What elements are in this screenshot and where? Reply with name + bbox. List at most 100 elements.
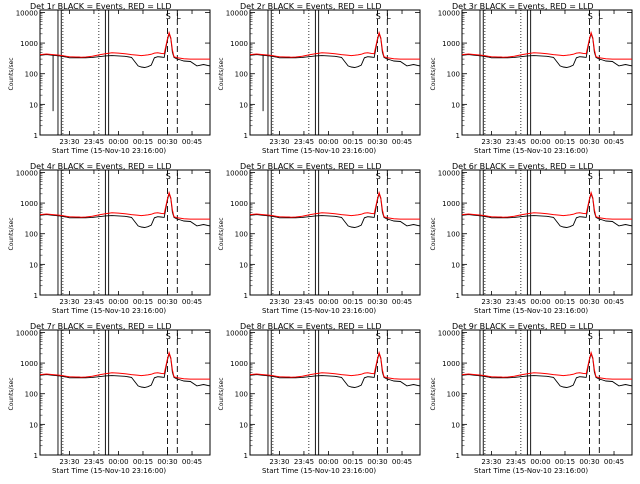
y-tick-label: 1000 bbox=[20, 360, 38, 368]
lld-series-line bbox=[39, 30, 210, 60]
x-tick-label: 23:30 bbox=[269, 298, 289, 306]
lld-series-line bbox=[39, 190, 210, 220]
y-tick-label: 100 bbox=[25, 391, 38, 399]
events-series-line bbox=[39, 352, 211, 388]
y-tick-label: 10 bbox=[29, 421, 38, 429]
panel-det-7: Det 7r BLACK = Events, RED = LLD Counts/s… bbox=[8, 322, 211, 475]
y-axis-label: Counts/sec bbox=[8, 217, 15, 250]
annotation-s: S bbox=[588, 12, 593, 21]
events-series-line bbox=[249, 192, 421, 228]
y-tick-label: 100 bbox=[235, 231, 248, 239]
annotation-l: L bbox=[386, 12, 391, 21]
x-axis-label: Start Time (15-Nov-10 23:16:00) bbox=[474, 467, 588, 475]
y-tick-label: 10000 bbox=[226, 169, 248, 177]
events-series-line bbox=[249, 32, 421, 68]
annotation-s: S bbox=[376, 12, 381, 21]
x-tick-label: 00:15 bbox=[133, 298, 153, 306]
chart-title: Det 5r BLACK = Events, RED = LLD bbox=[240, 162, 382, 171]
x-tick-label: 00:15 bbox=[555, 138, 575, 146]
y-tick-label: 10 bbox=[29, 101, 38, 109]
y-axis-label: Counts/sec bbox=[218, 217, 225, 250]
y-tick-label: 10000 bbox=[16, 329, 38, 337]
y-tick-label: 10000 bbox=[16, 9, 38, 17]
panel-det-6: Det 6r BLACK = Events, RED = LLD Counts/s… bbox=[430, 162, 633, 315]
x-axis-label: Start Time (15-Nov-10 23:16:00) bbox=[474, 307, 588, 315]
events-series-line bbox=[249, 352, 421, 388]
plot-frame bbox=[39, 169, 211, 296]
x-tick-label: 00:15 bbox=[343, 298, 363, 306]
x-tick-label: 00:00 bbox=[530, 138, 550, 146]
y-tick-label: 1 bbox=[244, 132, 248, 140]
y-tick-label: 1 bbox=[244, 292, 248, 300]
y-tick-label: 10 bbox=[451, 421, 460, 429]
panel-det-1: Det 1r BLACK = Events, RED = LLD Counts/s… bbox=[8, 2, 211, 155]
lld-series-line bbox=[249, 30, 420, 60]
x-tick-label: 00:00 bbox=[108, 458, 128, 466]
panel-det-2: Det 2r BLACK = Events, RED = LLD Counts/s… bbox=[218, 2, 421, 155]
y-tick-label: 10 bbox=[239, 101, 248, 109]
panel-det-4: Det 4r BLACK = Events, RED = LLD Counts/s… bbox=[8, 162, 211, 315]
y-tick-label: 1 bbox=[456, 452, 460, 460]
y-tick-label: 1 bbox=[34, 292, 38, 300]
events-series-line bbox=[461, 32, 633, 68]
x-tick-label: 23:30 bbox=[481, 138, 501, 146]
x-tick-label: 23:45 bbox=[506, 138, 526, 146]
annotation-s: S bbox=[588, 172, 593, 181]
x-tick-label: 23:45 bbox=[84, 138, 104, 146]
x-tick-label: 00:30 bbox=[579, 298, 599, 306]
lld-series-line bbox=[461, 350, 632, 380]
x-tick-label: 23:30 bbox=[59, 138, 79, 146]
y-axis-label: Counts/sec bbox=[430, 377, 437, 410]
x-tick-label: 00:00 bbox=[530, 298, 550, 306]
annotation-l: L bbox=[598, 172, 603, 181]
plot-frame bbox=[39, 9, 211, 136]
plot-frame bbox=[461, 9, 633, 136]
x-axis-label: Start Time (15-Nov-10 23:16:00) bbox=[262, 147, 376, 155]
annotation-l: L bbox=[598, 12, 603, 21]
annotation-l: L bbox=[176, 172, 181, 181]
y-tick-label: 100 bbox=[25, 231, 38, 239]
panel-det-5: Det 5r BLACK = Events, RED = LLD Counts/s… bbox=[218, 162, 421, 315]
x-tick-label: 00:30 bbox=[367, 298, 387, 306]
panel-det-8: Det 8r BLACK = Events, RED = LLD Counts/s… bbox=[218, 322, 421, 475]
x-axis-label: Start Time (15-Nov-10 23:16:00) bbox=[262, 467, 376, 475]
y-tick-label: 1000 bbox=[230, 200, 248, 208]
x-tick-label: 23:30 bbox=[481, 298, 501, 306]
x-axis-label: Start Time (15-Nov-10 23:16:00) bbox=[262, 307, 376, 315]
y-tick-label: 100 bbox=[235, 71, 248, 79]
y-tick-label: 10 bbox=[239, 261, 248, 269]
y-tick-label: 10 bbox=[239, 421, 248, 429]
x-tick-label: 00:45 bbox=[392, 298, 412, 306]
y-tick-label: 10000 bbox=[438, 329, 460, 337]
plot-frame bbox=[39, 329, 211, 456]
chart-title: Det 2r BLACK = Events, RED = LLD bbox=[240, 2, 382, 11]
y-tick-label: 1 bbox=[34, 132, 38, 140]
y-tick-label: 1 bbox=[456, 132, 460, 140]
x-tick-label: 00:15 bbox=[133, 458, 153, 466]
events-series-line bbox=[461, 352, 633, 388]
y-axis-label: Counts/sec bbox=[218, 377, 225, 410]
lld-series-line bbox=[461, 190, 632, 220]
annotation-s: S bbox=[588, 332, 593, 341]
x-tick-label: 00:00 bbox=[318, 298, 338, 306]
x-tick-label: 23:45 bbox=[506, 298, 526, 306]
x-axis-label: Start Time (15-Nov-10 23:16:00) bbox=[474, 147, 588, 155]
chart-title: Det 3r BLACK = Events, RED = LLD bbox=[452, 2, 594, 11]
y-axis-label: Counts/sec bbox=[8, 377, 15, 410]
x-tick-label: 23:45 bbox=[294, 298, 314, 306]
x-tick-label: 23:45 bbox=[294, 138, 314, 146]
x-tick-label: 00:15 bbox=[555, 298, 575, 306]
y-tick-label: 1000 bbox=[230, 40, 248, 48]
annotation-s: S bbox=[376, 172, 381, 181]
x-tick-label: 00:45 bbox=[182, 458, 202, 466]
plot-frame bbox=[249, 169, 421, 296]
annotation-l: L bbox=[176, 332, 181, 341]
lld-series-line bbox=[249, 190, 420, 220]
y-tick-label: 1000 bbox=[442, 360, 460, 368]
plot-frame bbox=[249, 9, 421, 136]
y-tick-label: 1000 bbox=[442, 40, 460, 48]
chart-title: Det 1r BLACK = Events, RED = LLD bbox=[30, 2, 172, 11]
x-tick-label: 00:30 bbox=[367, 138, 387, 146]
